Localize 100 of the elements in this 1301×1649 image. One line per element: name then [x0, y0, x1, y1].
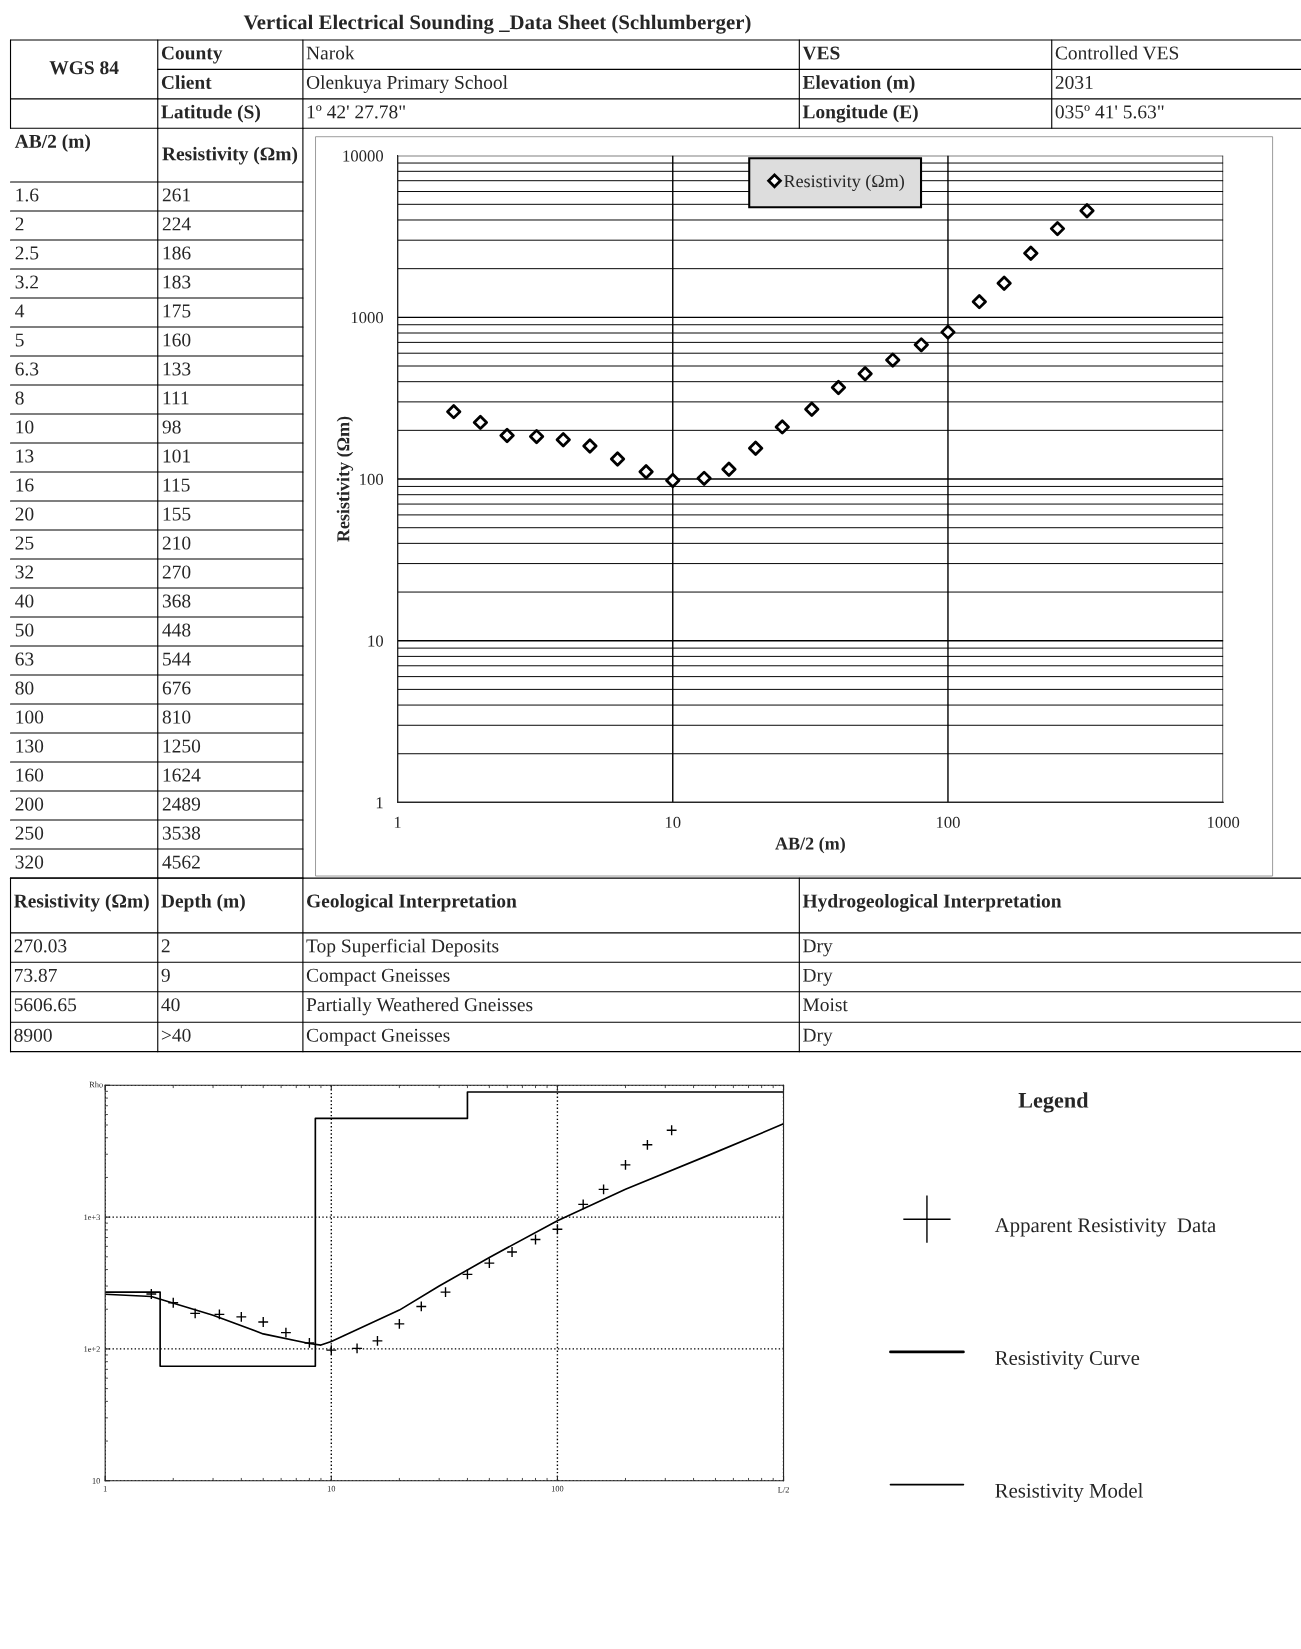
y-axis-title: Resistivity (Ωm) [336, 416, 354, 542]
text: 320 [15, 855, 44, 869]
text: 130 [16, 739, 44, 753]
y-axis-title: Rho [89, 1081, 103, 1088]
text: 10 [16, 420, 34, 434]
text: 8900 [14, 1028, 52, 1042]
text: 2.5 [15, 246, 39, 260]
point [483, 1257, 495, 1269]
text: 1250 [163, 739, 201, 753]
y-tick-label: 10 [92, 1478, 100, 1484]
text: 98 [162, 420, 181, 434]
point [280, 1326, 292, 1339]
point [189, 1307, 201, 1320]
text: 3.2 [15, 275, 38, 289]
point [913, 337, 929, 353]
point [857, 366, 873, 382]
text: Resistivity (Ωm) [162, 146, 298, 165]
point [1023, 245, 1039, 261]
x-tick-label: 100 [936, 816, 960, 829]
point [439, 1286, 452, 1298]
text: Hydrogeological Interpretation [802, 893, 1062, 912]
legend-label: Resistivity (Ωm) [784, 174, 904, 191]
y-tick-label: 1000 [351, 312, 384, 324]
text: 5606.65 [14, 998, 77, 1012]
point [830, 379, 847, 396]
point [1079, 203, 1095, 219]
text: Vertical Electrical Sounding _Data Sheet (Schlumberger) [243, 14, 751, 34]
text: 186 [163, 246, 191, 260]
legend-label: Resistivity Curve [995, 1351, 1140, 1370]
text: Compact Gneisses [306, 1028, 450, 1046]
text: 200 [15, 797, 44, 811]
text: 16 [16, 478, 34, 492]
y-tick-label: 10000 [343, 150, 384, 162]
text: 4562 [162, 855, 200, 869]
text: VES [802, 46, 840, 60]
text: 1.6 [16, 188, 39, 202]
text: Dry [803, 939, 833, 957]
text: 8 [15, 391, 24, 405]
point [461, 1268, 474, 1280]
point [506, 1246, 518, 1258]
text: Client [161, 75, 212, 89]
text: Latitude (S) [161, 104, 260, 123]
text: Elevation (m) [802, 75, 915, 93]
text: 2 [15, 217, 24, 231]
text: 448 [162, 623, 191, 637]
x-tick-label: 1000 [1207, 816, 1240, 829]
text: 111 [163, 391, 189, 405]
text: 2 [161, 939, 170, 953]
text: AB/2 (m) [14, 134, 91, 152]
text: Controlled VES [1055, 45, 1179, 60]
text: 80 [15, 681, 34, 695]
y-tick-label: 1e+3 [84, 1214, 100, 1221]
text: 544 [163, 652, 191, 666]
legend-title: Legend [1018, 1092, 1089, 1113]
text: Partially Weathered Gneisses [306, 997, 533, 1016]
text: 1624 [163, 768, 201, 782]
text: 73.87 [14, 968, 57, 982]
x-tick-label: 1 [103, 1485, 107, 1492]
x-tick-label: 100 [551, 1485, 564, 1492]
text: Top Superficial Deposits [306, 938, 499, 957]
text: 250 [15, 826, 44, 840]
point [666, 1124, 678, 1136]
x-axis-title: L/2 [778, 1486, 789, 1493]
text: County [161, 46, 223, 64]
y-tick-label: 100 [360, 473, 384, 485]
point [721, 461, 737, 477]
text: 13 [16, 449, 34, 463]
y-tick-label: 1 [376, 797, 383, 809]
text: 035º 41' 5.63" [1055, 105, 1164, 119]
text: Narok [306, 45, 355, 60]
legend-label: Apparent Resistivity Data [994, 1218, 1216, 1237]
text: 101 [163, 449, 190, 463]
text: 676 [162, 681, 191, 695]
point [641, 1139, 654, 1151]
text: 175 [163, 304, 191, 318]
point [528, 428, 545, 445]
text: 40 [15, 594, 34, 608]
point [748, 440, 764, 456]
point [804, 401, 820, 417]
x-tick-label: 1 [394, 816, 401, 828]
text: Dry [803, 968, 833, 986]
point [551, 1223, 564, 1235]
text: 810 [162, 710, 191, 724]
text: 2489 [162, 797, 201, 811]
point [325, 1344, 337, 1356]
text: 32 [15, 565, 34, 579]
point [529, 1233, 542, 1246]
text: >40 [161, 1028, 191, 1042]
point [597, 1183, 610, 1195]
point [665, 472, 681, 489]
text: 133 [163, 362, 191, 376]
text: 183 [163, 275, 191, 289]
text: Moist [803, 998, 848, 1012]
point [167, 1297, 179, 1309]
text: 270 [162, 565, 191, 579]
point [638, 464, 654, 480]
x-tick-label: 10 [327, 1485, 336, 1492]
point [885, 352, 901, 368]
text: 210 [162, 536, 191, 550]
point [472, 414, 488, 430]
